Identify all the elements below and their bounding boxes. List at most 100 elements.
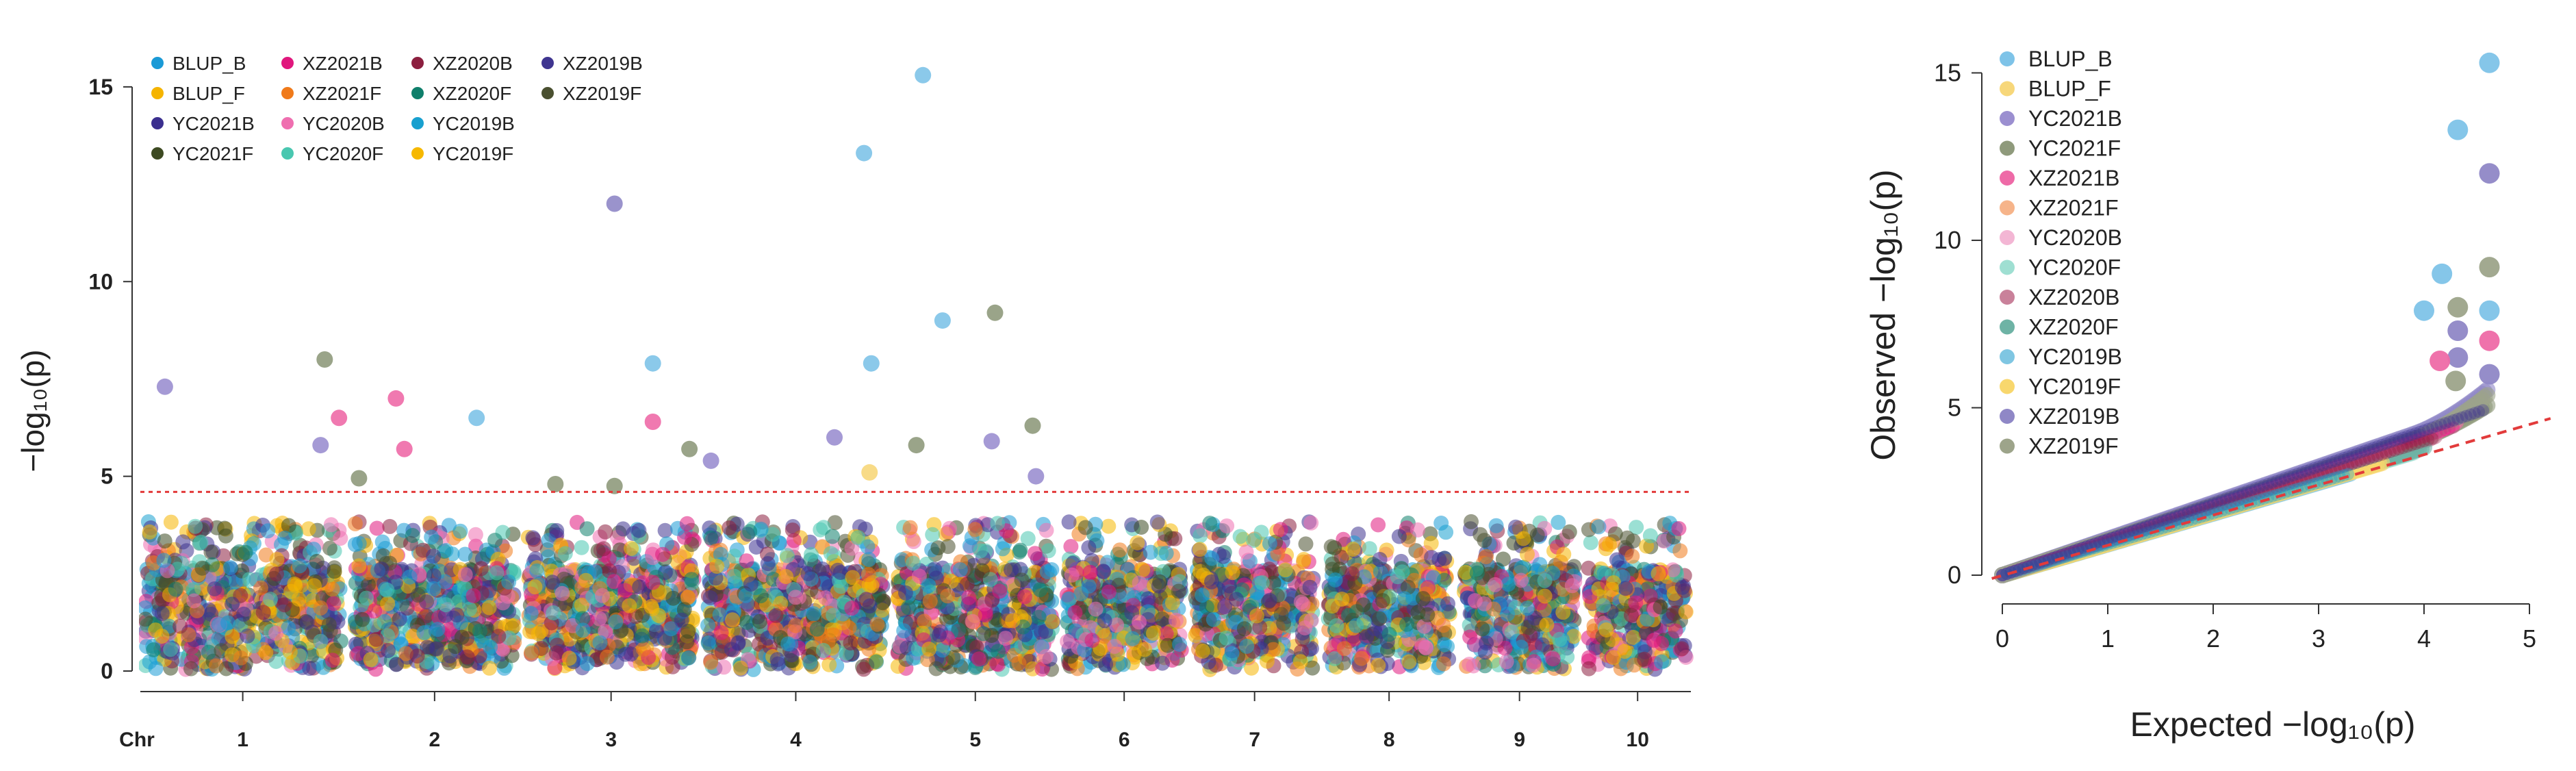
- manhattan-point: [483, 640, 498, 655]
- manhattan-point: [1192, 542, 1208, 557]
- manhattan-point: [631, 522, 647, 538]
- manhattan-point: [1262, 592, 1277, 608]
- manhattan-point: [1171, 583, 1186, 599]
- manhattan-point: [901, 600, 916, 616]
- manhattan-point: [277, 597, 292, 613]
- manhattan-point: [327, 564, 342, 579]
- manhattan-point: [1537, 572, 1553, 588]
- manhattan-point: [925, 527, 941, 542]
- manhattan-point: [292, 558, 307, 574]
- manhattan-point: [313, 600, 329, 616]
- manhattan-point: [561, 650, 577, 666]
- manhattan-point: [277, 531, 293, 546]
- manhattan-point: [961, 590, 977, 605]
- manhattan-point: [1077, 520, 1093, 535]
- manhattan-point: [1514, 572, 1529, 588]
- manhattan-point: [821, 657, 837, 672]
- manhattan-point: [457, 546, 473, 562]
- manhattan-point: [680, 650, 696, 666]
- manhattan-point: [238, 544, 253, 560]
- manhattan-point: [139, 611, 153, 627]
- manhattan-point: [420, 640, 435, 655]
- manhattan-point: [992, 583, 1008, 599]
- manhattan-point: [424, 529, 439, 545]
- manhattan-point: [1224, 646, 1240, 661]
- manhattan-point: [1381, 627, 1397, 642]
- manhattan-point: [380, 596, 396, 611]
- manhattan-point: [1276, 616, 1292, 631]
- manhattan-point: [875, 595, 891, 611]
- manhattan-point: [1061, 514, 1077, 530]
- manhattan-point: [225, 596, 240, 612]
- manhattan-point: [635, 642, 651, 657]
- manhattan-point: [806, 606, 821, 622]
- manhattan-point: [1232, 529, 1248, 544]
- manhattan-point: [554, 585, 570, 601]
- manhattan-point: [1477, 644, 1493, 660]
- manhattan-point: [1418, 640, 1433, 655]
- manhattan-point: [841, 620, 857, 635]
- manhattan-point: [752, 614, 767, 629]
- manhattan-point: [1155, 655, 1170, 671]
- manhattan-point: [457, 567, 473, 583]
- manhattan-point: [780, 636, 796, 652]
- manhattan-point: [220, 615, 235, 631]
- manhattan-point: [489, 565, 505, 581]
- manhattan-point: [1345, 542, 1361, 557]
- manhattan-point: [1514, 640, 1529, 655]
- manhattan-point: [1204, 574, 1219, 590]
- manhattan-point: [1437, 637, 1452, 653]
- manhattan-point: [1134, 520, 1149, 535]
- manhattan-point: [1149, 514, 1165, 530]
- manhattan-point: [1501, 577, 1516, 592]
- manhattan-point: [268, 625, 284, 641]
- manhattan-point: [1107, 638, 1123, 654]
- manhattan-point: [760, 556, 776, 572]
- manhattan-point: [1495, 551, 1511, 567]
- manhattan-point: [1370, 657, 1386, 673]
- manhattan-point: [1526, 657, 1542, 673]
- manhattan-point: [1038, 522, 1054, 538]
- manhattan-point: [1219, 630, 1234, 646]
- manhattan-point: [236, 606, 252, 622]
- manhattan-point: [1420, 607, 1436, 622]
- manhattan-point: [1355, 597, 1371, 613]
- manhattan-point: [188, 518, 203, 534]
- manhattan-point: [1353, 650, 1369, 666]
- manhattan-point: [1031, 609, 1047, 625]
- manhattan-point: [984, 628, 999, 643]
- manhattan-point: [548, 645, 564, 661]
- manhattan-point: [491, 629, 507, 644]
- manhattan-point: [1225, 565, 1240, 581]
- manhattan-point: [306, 542, 322, 557]
- manhattan-point: [574, 540, 589, 555]
- manhattan-point: [347, 516, 363, 531]
- manhattan-point: [739, 615, 755, 630]
- manhattan-point: [843, 635, 858, 650]
- manhattan-point: [366, 618, 382, 633]
- manhattan-point: [928, 661, 944, 677]
- manhattan-point: [1060, 633, 1075, 649]
- manhattan-point: [1172, 637, 1188, 652]
- manhattan-point: [608, 614, 624, 630]
- manhattan-point: [725, 612, 740, 628]
- manhattan-point: [1555, 605, 1571, 620]
- manhattan-point: [997, 631, 1013, 646]
- manhattan-point: [1112, 542, 1127, 558]
- manhattan-point: [258, 645, 274, 660]
- manhattan-point: [768, 608, 784, 624]
- manhattan-point: [1084, 633, 1100, 648]
- manhattan-points: [139, 66, 1694, 677]
- manhattan-point: [501, 574, 517, 590]
- manhattan-point: [1344, 566, 1360, 581]
- manhattan-point: [802, 654, 818, 670]
- manhattan-point: [1277, 562, 1293, 578]
- manhattan-point: [645, 574, 661, 590]
- manhattan-point: [967, 522, 983, 538]
- manhattan-point: [379, 582, 395, 598]
- manhattan-point: [1082, 564, 1098, 580]
- manhattan-point: [1303, 515, 1319, 531]
- manhattan-point: [402, 569, 418, 585]
- manhattan-point: [263, 592, 278, 607]
